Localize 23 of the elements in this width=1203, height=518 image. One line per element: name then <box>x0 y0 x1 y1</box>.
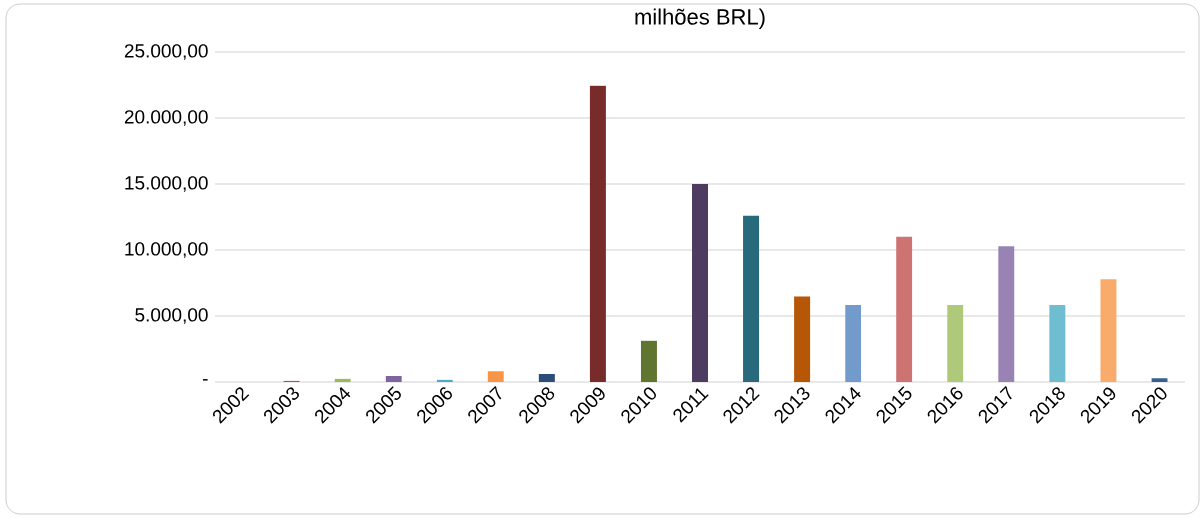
bar <box>334 378 351 382</box>
bar <box>487 371 504 382</box>
bar <box>794 296 811 382</box>
bar <box>385 375 402 382</box>
chart-title: milhões BRL) <box>635 8 765 30</box>
bar <box>538 374 555 382</box>
y-tick-label: - <box>202 379 208 381</box>
bar <box>589 85 606 382</box>
bar <box>692 183 708 382</box>
bar <box>1100 279 1117 382</box>
y-tick-label: 20.000,00 <box>124 110 208 126</box>
y-tick-label: 5.000,00 <box>135 308 208 324</box>
y-tick-label: 10.000,00 <box>125 242 208 258</box>
bar <box>947 305 964 382</box>
bar <box>998 246 1015 382</box>
bar <box>845 305 862 382</box>
y-tick-label: 25.000,00 <box>124 44 208 60</box>
bar <box>1049 305 1066 382</box>
bar <box>640 340 657 382</box>
bar <box>743 215 760 382</box>
y-tick-label: 15.000,00 <box>125 176 208 192</box>
bar <box>1151 378 1168 382</box>
bar <box>896 236 913 382</box>
